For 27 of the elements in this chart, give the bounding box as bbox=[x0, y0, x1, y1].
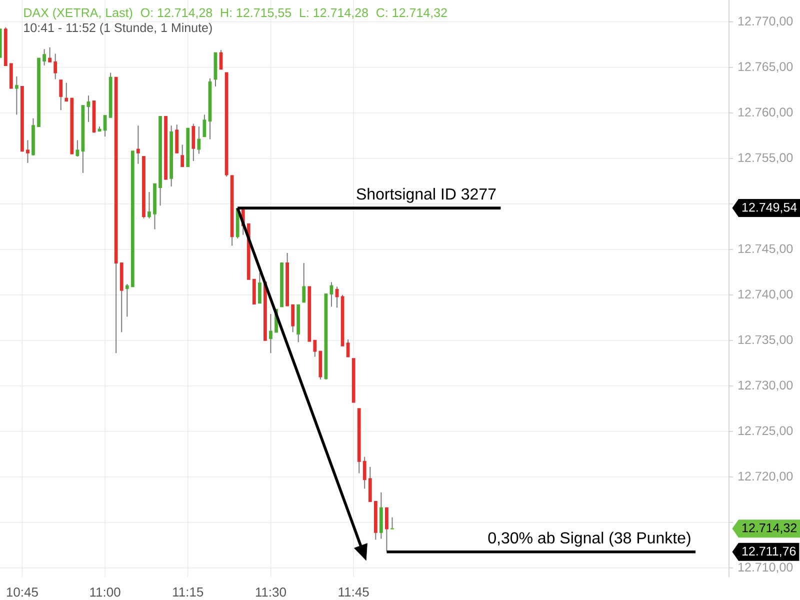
x-tick-label: 10:45 bbox=[6, 588, 38, 597]
y-tick-label: 12.745,00 bbox=[738, 244, 793, 255]
x-tick-label: 11:15 bbox=[173, 588, 204, 597]
y-tick-label: 12.770,00 bbox=[738, 16, 793, 27]
text: DAX (XETRA, Last) bbox=[24, 8, 132, 20]
y-tick-label: 12.755,00 bbox=[738, 153, 793, 164]
x-tick-label: 11:30 bbox=[256, 588, 286, 597]
y2-tick-label: 12.711,76 bbox=[742, 546, 796, 558]
y-tick-label: 12.730,00 bbox=[738, 380, 793, 392]
x-tick-label: 11:00 bbox=[90, 588, 120, 597]
y2-tick-label: 12.749,54 bbox=[742, 202, 797, 214]
y-tick-label: 12.720,00 bbox=[738, 472, 793, 482]
series-label: Shortsignal ID 3277 bbox=[356, 188, 496, 203]
annotation: C: 12.714,32 bbox=[376, 8, 447, 19]
series-label: 0,30% ab Signal (38 Punkte) bbox=[488, 532, 690, 547]
annotation: H: 12.715,55 bbox=[221, 8, 292, 19]
annotation: L: 12.714,28 bbox=[300, 8, 368, 19]
y2-tick-label: 12.714,32 bbox=[742, 523, 796, 534]
text: 10:41 - 11:52 (1 Stunde, 1 Minute) bbox=[24, 22, 212, 35]
y-tick-label: 12.740,00 bbox=[738, 290, 793, 300]
y-tick-label: 12.725,00 bbox=[738, 426, 793, 437]
y-tick-label: 12.710,00 bbox=[738, 562, 793, 574]
y-tick-label: 12.735,00 bbox=[738, 335, 793, 346]
x-tick-label: 11:45 bbox=[338, 588, 369, 597]
y-tick-label: 12.760,00 bbox=[738, 108, 793, 118]
annotation: O: 12.714,28 bbox=[140, 8, 212, 19]
y-tick-label: 12.765,00 bbox=[738, 62, 793, 72]
